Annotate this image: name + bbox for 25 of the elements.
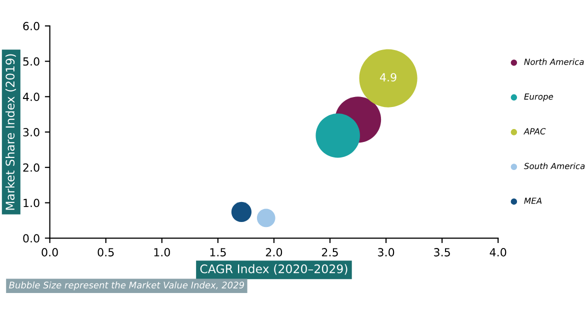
y-tick-label: 5.0 <box>23 57 40 66</box>
x-tick-label: 0.5 <box>98 248 114 256</box>
legend-label: Europe <box>524 94 554 102</box>
x-tick-label: 1.5 <box>210 248 226 256</box>
y-tick-label: 1.0 <box>24 198 40 208</box>
legend-label: APAC <box>523 128 546 134</box>
x-axis-title: CAGR Index (2020–2029) <box>200 264 348 275</box>
y-tick-label: 4.0 <box>22 92 40 102</box>
x-tick-label: 4.0 <box>490 248 506 256</box>
x-tick-label: 0.0 <box>42 248 58 256</box>
x-tick-label: 2.0 <box>266 248 282 256</box>
annotation: 4.9 <box>380 73 396 82</box>
x-tick-label: 2.5 <box>322 248 338 256</box>
legend-label: North America <box>524 58 584 65</box>
x-tick-label: 3.0 <box>378 248 394 256</box>
text: Bubble Size represent the Market Value Index, 2029 <box>9 282 244 290</box>
y-tick-label: 0.0 <box>23 234 40 243</box>
x-tick-label: 1.0 <box>154 248 170 256</box>
y-axis-title: Market Share Index (2019) <box>5 54 16 210</box>
legend-label: MEA <box>524 198 542 204</box>
y-tick-label: 3.0 <box>23 128 40 136</box>
y-tick-label: 2.0 <box>23 163 40 172</box>
y-tick-label: 6.0 <box>23 22 40 30</box>
legend-label: South America <box>524 162 585 170</box>
x-tick-label: 3.5 <box>434 248 450 256</box>
